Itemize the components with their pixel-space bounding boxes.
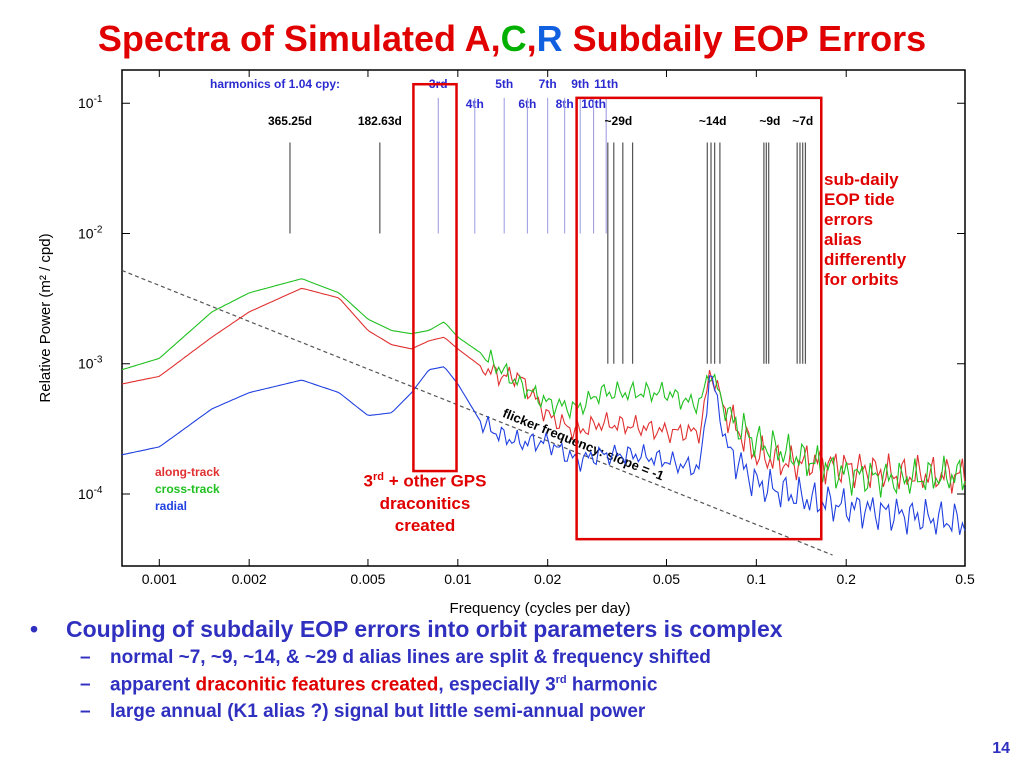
axis-ticks: 0.001 0.002 0.005 0.01 0.02 0.05 0.1 0.2 0.5 10-1…	[78, 70, 975, 587]
harmonic-label: 11th	[594, 77, 618, 91]
bullet-list: • Coupling of subdaily EOP errors into or…	[30, 616, 1010, 728]
y-tick-label: 10-4	[78, 485, 103, 502]
x-tick-label: 0.02	[534, 571, 561, 587]
y-tick-label: 10-3	[78, 355, 103, 372]
period-label: ~7d	[792, 114, 813, 128]
legend-entry: along-track	[155, 465, 220, 479]
harmonics-header: harmonics of 1.04 cpy:	[210, 77, 340, 91]
annotation-line: differently	[824, 250, 907, 269]
axis-labels: Frequency (cycles per day) Relative Powe…	[37, 233, 630, 617]
harmonic-label: 5th	[495, 77, 513, 91]
annotation-line: alias	[824, 230, 862, 249]
bullet-main: • Coupling of subdaily EOP errors into or…	[30, 616, 783, 642]
period-label: ~29d	[605, 114, 633, 128]
annotation-line: EOP tide	[824, 190, 895, 209]
annotation-line: for orbits	[824, 270, 899, 289]
flicker-label: flicker frequency: slope = -1	[501, 405, 667, 483]
draconitic-box	[412, 82, 458, 473]
period-label: ~9d	[759, 114, 780, 128]
y-axis-label: Relative Power (m² / cpd)	[37, 233, 54, 402]
bullet-sub-3: – large annual (K1 alias ?) signal but li…	[80, 701, 646, 723]
y-tick-label: 10-2	[78, 224, 103, 241]
highlight-boxes	[412, 82, 823, 541]
annotation-line: sub-daily	[824, 170, 899, 189]
bullet-sub-2: – apparent draconitic features created, e…	[80, 674, 658, 696]
legend-entry: cross-track	[155, 482, 220, 496]
series-line-radial	[121, 366, 966, 535]
x-tick-label: 0.2	[836, 571, 856, 587]
plot-frame	[121, 69, 966, 567]
y-tick-label: 10-1	[78, 94, 103, 111]
x-tick-label: 0.01	[444, 571, 471, 587]
period-label: ~14d	[699, 114, 727, 128]
frequency-markers: harmonics of 1.04 cpy: 3rd 5th 7th 9th 11th4t…	[210, 77, 813, 364]
bullet-sub-1: – normal ~7, ~9, ~14, & ~29 d alias lines…	[80, 647, 711, 668]
x-tick-label: 0.005	[350, 571, 385, 587]
legend: along-track cross-track radial	[155, 465, 220, 513]
annotation-line: errors	[824, 210, 874, 229]
period-label: 182.63d	[358, 114, 402, 128]
x-tick-label: 0.1	[747, 571, 767, 587]
series-line-cross-track	[121, 278, 966, 498]
subdaily-box	[575, 96, 823, 541]
draconitic-annotation: 3rd + other GPS draconitics created	[363, 471, 487, 535]
series-lines	[121, 278, 966, 535]
harmonic-label: 9th	[571, 77, 589, 91]
slide-title: Spectra of Simulated A,C,R Subdaily EOP …	[97, 18, 927, 59]
x-tick-label: 0.5	[955, 571, 975, 587]
x-tick-label: 0.002	[232, 571, 267, 587]
spectrum-chart: 0.001 0.002 0.005 0.01 0.02 0.05 0.1 0.2 0.5 10-1…	[37, 69, 975, 617]
page-number: 14	[992, 740, 1010, 757]
harmonic-label: 7th	[539, 77, 557, 91]
subdaily-annotation: sub-daily EOP tide errors alias differen…	[824, 170, 954, 290]
period-label: 365.25d	[268, 114, 312, 128]
x-tick-label: 0.05	[653, 571, 680, 587]
series-line-along-track	[121, 287, 966, 494]
x-axis-label: Frequency (cycles per day)	[450, 600, 631, 617]
legend-entry: radial	[155, 499, 187, 513]
x-tick-label: 0.001	[142, 571, 177, 587]
